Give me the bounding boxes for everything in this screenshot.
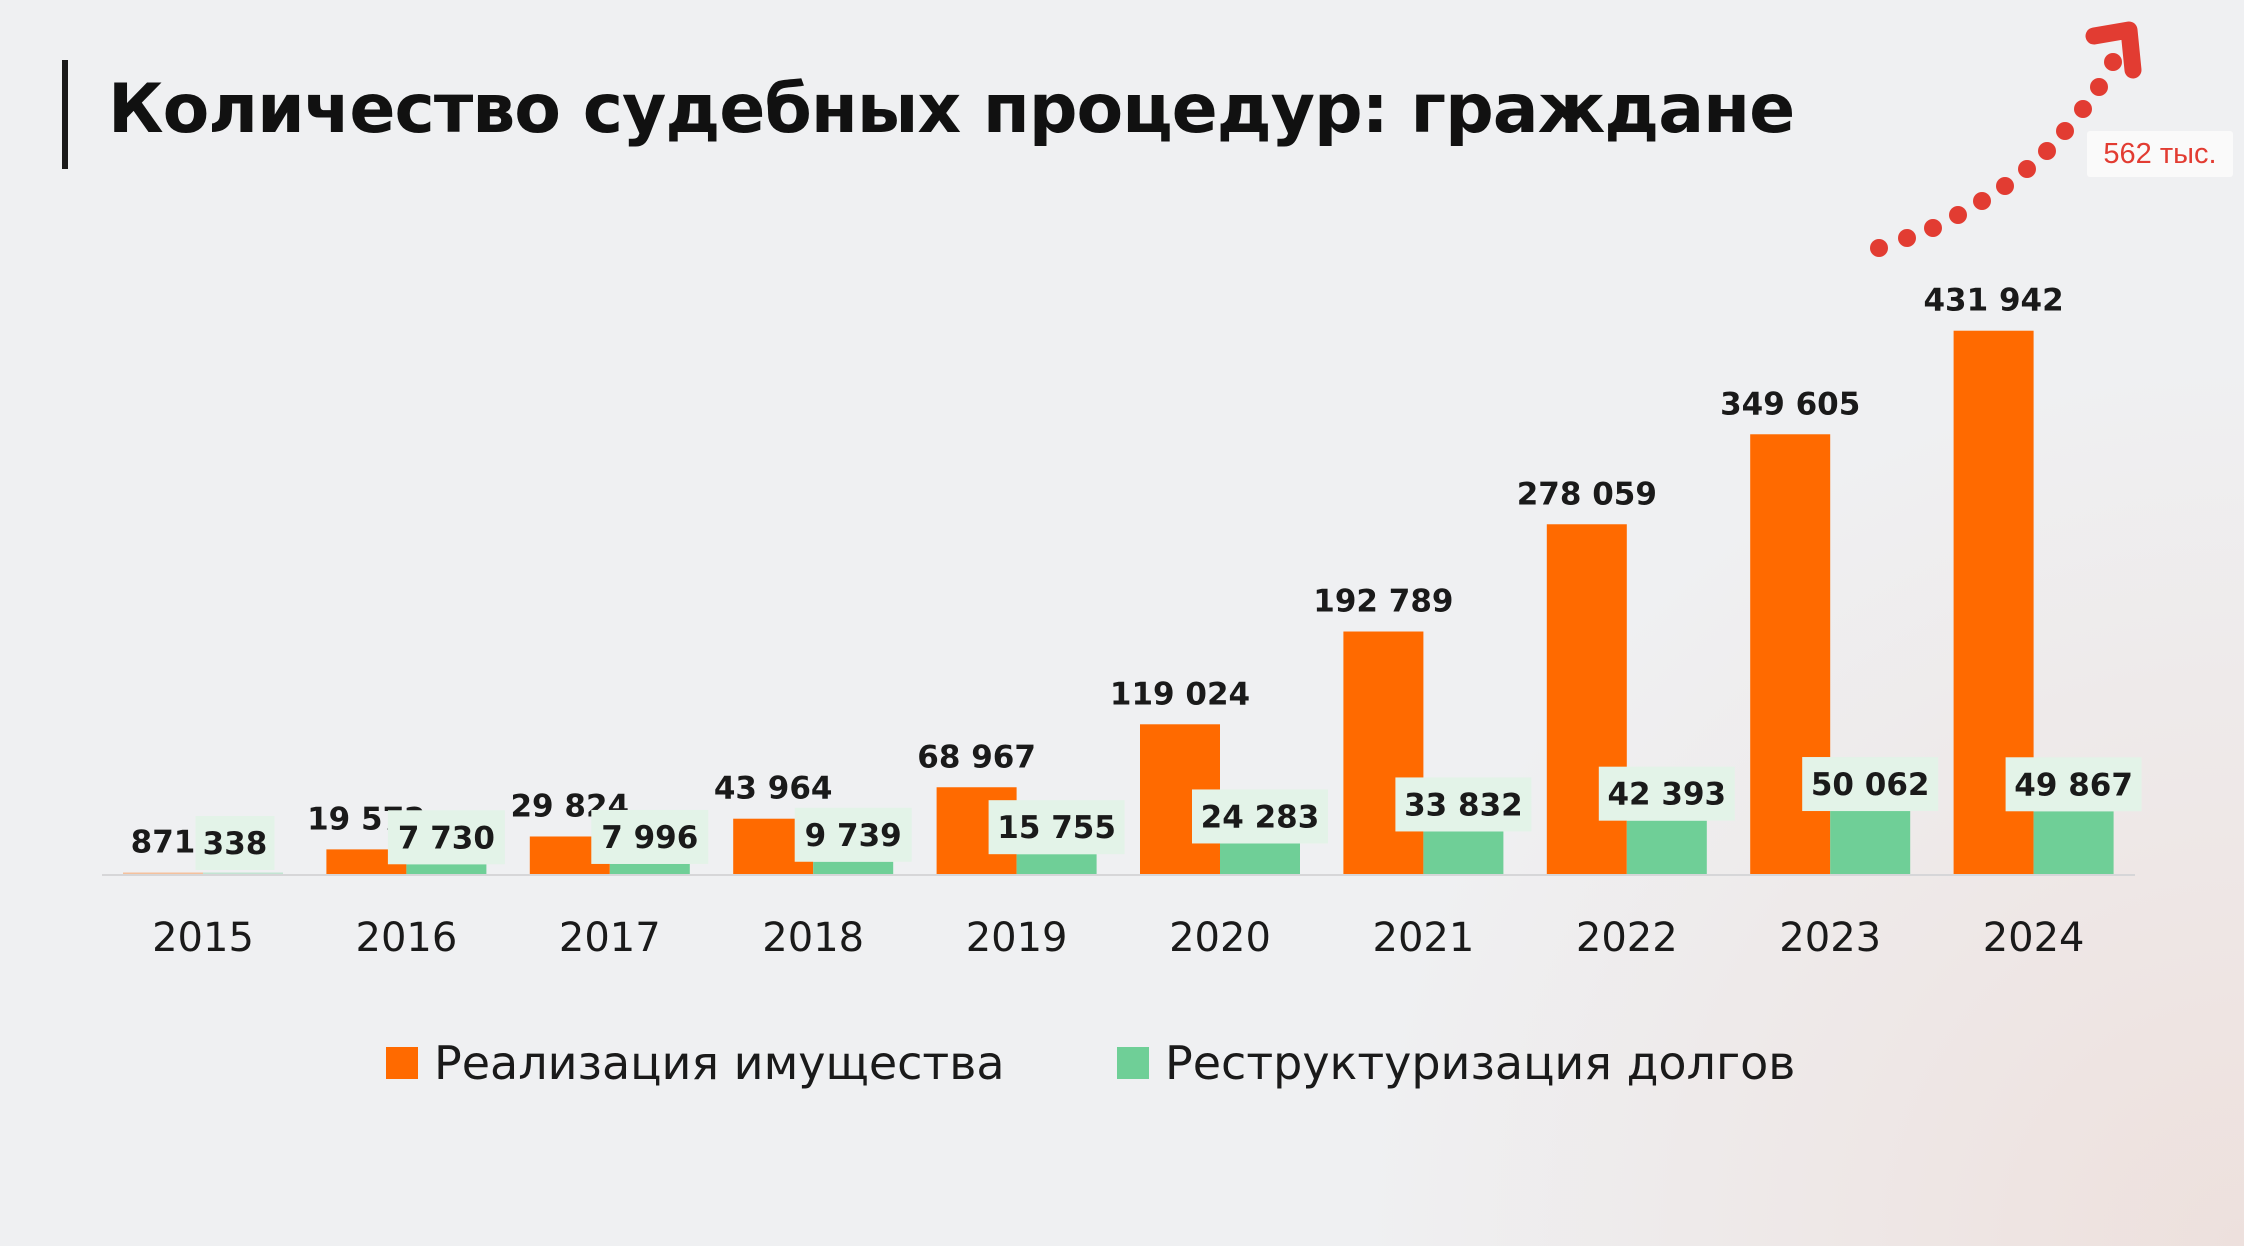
trend-dot xyxy=(2074,100,2092,118)
value-label-realization: 431 942 xyxy=(1923,283,2063,319)
x-tick-label: 2020 xyxy=(1169,915,1271,961)
bar-restructuring xyxy=(1016,854,1097,874)
value-label-restructuring: 49 867 xyxy=(2014,767,2133,803)
trend-dot xyxy=(2018,160,2036,178)
trend-dot xyxy=(1898,229,1916,247)
x-tick-label: 2018 xyxy=(762,915,864,961)
trend-dot xyxy=(2038,142,2056,160)
value-label-bg xyxy=(1598,766,1735,821)
value-label-bg xyxy=(1802,757,1939,812)
value-label-realization: 349 605 xyxy=(1720,386,1860,422)
value-label-restructuring: 9 739 xyxy=(805,818,902,854)
value-label-bg xyxy=(195,816,275,870)
trend-dot xyxy=(2090,78,2108,96)
value-label-bg xyxy=(794,807,912,862)
trend-dot xyxy=(1870,239,1888,257)
bar-restructuring xyxy=(1423,831,1504,874)
value-label-restructuring: 42 393 xyxy=(1607,777,1726,813)
bar-restructuring xyxy=(609,863,690,874)
bar-realization xyxy=(123,872,203,874)
value-label-restructuring: 33 832 xyxy=(1404,787,1523,823)
bar-realization xyxy=(1343,631,1424,874)
value-label-bg xyxy=(1192,789,1328,844)
value-label-realization: 68 967 xyxy=(917,739,1036,775)
x-tick-label: 2021 xyxy=(1373,915,1475,961)
bar-restructuring xyxy=(406,864,487,874)
value-label-restructuring: 15 755 xyxy=(997,810,1116,846)
value-label-realization: 278 059 xyxy=(1517,476,1657,512)
x-tick-label: 2023 xyxy=(1779,915,1881,961)
bar-restructuring xyxy=(813,861,894,874)
trend-dot xyxy=(1924,219,1942,237)
value-label-realization: 119 024 xyxy=(1110,676,1250,712)
value-label-bg xyxy=(387,810,505,865)
bar-realization xyxy=(1546,524,1627,874)
legend-item-restructuring: Реструктуризация долгов xyxy=(1117,1036,1795,1090)
value-label-bg xyxy=(2005,757,2142,812)
bar-restructuring xyxy=(203,872,283,874)
value-label-realization: 871 xyxy=(131,825,196,861)
bar-restructuring xyxy=(1830,811,1911,874)
value-label-bg xyxy=(1395,777,1532,832)
legend-swatch-green xyxy=(1117,1047,1149,1079)
value-label-restructuring: 24 283 xyxy=(1201,799,1320,835)
value-label-restructuring: 50 062 xyxy=(1811,767,1930,803)
x-tick-label: 2022 xyxy=(1576,915,1678,961)
trend-dot xyxy=(2056,122,2074,140)
legend-label: Реструктуризация долгов xyxy=(1165,1036,1796,1090)
value-label-realization: 43 964 xyxy=(714,771,833,807)
legend: Реализация имущества Реструктуризация до… xyxy=(0,1036,2244,1090)
value-label-restructuring: 7 730 xyxy=(398,820,495,856)
page-title: Количество судебных процедур: граждане xyxy=(108,70,1795,149)
trend-callout: 562 тыс. xyxy=(2087,131,2233,177)
x-tick-label: 2016 xyxy=(356,915,458,961)
x-tick-label: 2019 xyxy=(966,915,1068,961)
bar-restructuring xyxy=(1626,820,1707,874)
legend-label: Реализация имущества xyxy=(434,1036,1005,1090)
bar-restructuring xyxy=(2033,811,2114,874)
value-label-bg xyxy=(591,809,709,864)
legend-swatch-orange xyxy=(386,1047,418,1079)
trend-dot xyxy=(2104,53,2122,71)
x-tick-label: 2024 xyxy=(1983,915,2085,961)
value-label-restructuring: 338 xyxy=(203,826,268,862)
value-label-realization: 192 789 xyxy=(1313,584,1453,620)
value-label-bg xyxy=(988,800,1125,855)
value-label-restructuring: 7 996 xyxy=(601,820,698,856)
legend-item-realization: Реализация имущества xyxy=(386,1036,1005,1090)
trend-dot xyxy=(1996,177,2014,195)
arrow-head-icon xyxy=(2085,21,2142,79)
x-tick-label: 2017 xyxy=(559,915,661,961)
x-tick-label: 2015 xyxy=(152,915,254,961)
trend-dot xyxy=(1949,206,1967,224)
title-accent-bar xyxy=(62,60,68,169)
trend-dot xyxy=(1973,192,1991,210)
bar-restructuring xyxy=(1220,843,1300,874)
